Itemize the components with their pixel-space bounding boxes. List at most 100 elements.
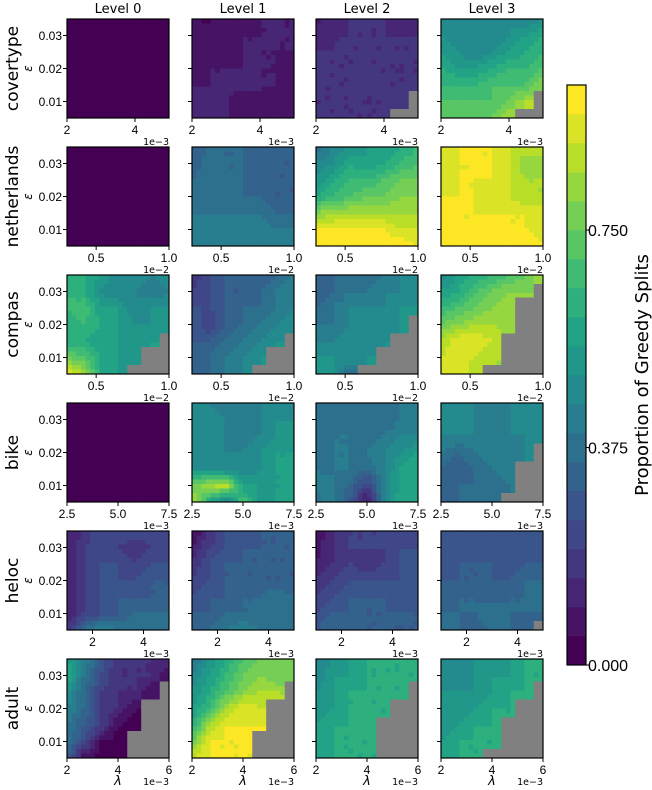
contour-cell — [441, 91, 446, 96]
contour-cell — [316, 210, 321, 215]
contour-cell — [99, 33, 104, 38]
contour-cell — [155, 91, 160, 96]
contour-cell — [344, 33, 349, 38]
contour-cell — [137, 343, 142, 348]
contour-cell — [321, 87, 326, 92]
contour-cell — [109, 307, 114, 312]
contour-cell — [441, 19, 446, 24]
contour-cell — [487, 174, 492, 179]
contour-cell — [81, 51, 86, 56]
contour-cell — [473, 237, 478, 242]
contour-cell — [160, 233, 165, 238]
contour-cell — [330, 233, 335, 238]
contour-cell — [487, 105, 492, 110]
contour-cell — [266, 210, 271, 215]
contour-cell — [201, 228, 206, 233]
contour-cell — [376, 69, 381, 74]
contour-cell — [335, 179, 340, 184]
contour-cell — [150, 338, 155, 343]
row-label: covertype — [3, 26, 23, 111]
contour-cell — [211, 289, 216, 294]
contour-cell — [266, 192, 271, 197]
contour-cell — [197, 28, 202, 33]
contour-cell — [76, 69, 81, 74]
contour-cell — [141, 28, 146, 33]
contour-cell — [285, 298, 290, 303]
contour-cell — [104, 188, 109, 193]
contour-cell — [330, 192, 335, 197]
contour-cell — [469, 206, 474, 211]
x-tick-label: 1.0 — [286, 251, 303, 265]
contour-cell — [501, 91, 506, 96]
contour-cell — [67, 78, 72, 83]
contour-cell — [372, 37, 377, 42]
contour-cell — [376, 87, 381, 92]
contour-cell — [386, 188, 391, 193]
contour-cell — [141, 188, 146, 193]
contour-cell — [497, 96, 502, 101]
contour-cell — [238, 161, 243, 166]
contour-cell — [127, 329, 132, 334]
contour-cell — [325, 275, 330, 280]
contour-cell — [123, 233, 128, 238]
contour-cell — [404, 64, 409, 69]
contour-cell — [123, 109, 128, 114]
contour-cell — [529, 69, 534, 74]
contour-cell — [358, 37, 363, 42]
contour-cell — [72, 316, 77, 321]
contour-cell — [95, 284, 100, 289]
contour-cell — [248, 37, 253, 42]
contour-cell — [386, 42, 391, 47]
contour-cell — [137, 152, 142, 157]
contour-cell — [344, 82, 349, 87]
contour-cell — [390, 224, 395, 229]
contour-cell — [127, 343, 132, 348]
contour-cell — [362, 233, 367, 238]
contour-cell — [280, 188, 285, 193]
contour-cell — [229, 170, 234, 175]
contour-cell — [252, 197, 257, 202]
contour-cell — [137, 275, 142, 280]
contour-cell — [215, 289, 220, 294]
contour-cell — [76, 105, 81, 110]
contour-cell — [95, 237, 100, 242]
contour-cell — [404, 188, 409, 193]
contour-cell — [353, 224, 358, 229]
contour-cell — [450, 233, 455, 238]
contour-cell — [386, 69, 391, 74]
contour-cell — [118, 183, 123, 188]
contour-cell — [243, 73, 248, 78]
contour-cell — [464, 201, 469, 206]
contour-cell — [529, 201, 534, 206]
contour-cell — [325, 46, 330, 51]
contour-cell — [252, 224, 257, 229]
contour-cell — [501, 78, 506, 83]
contour-cell — [95, 320, 100, 325]
contour-cell — [229, 289, 234, 294]
contour-cell — [520, 206, 525, 211]
contour-cell — [67, 233, 72, 238]
contour-cell — [132, 298, 137, 303]
contour-cell — [72, 161, 77, 166]
contour-cell — [511, 87, 516, 92]
contour-cell — [206, 302, 211, 307]
contour-cell — [95, 210, 100, 215]
contour-cell — [118, 24, 123, 29]
contour-cell — [344, 91, 349, 96]
contour-cell — [132, 64, 137, 69]
contour-cell — [95, 170, 100, 175]
contour-cell — [487, 82, 492, 87]
contour-cell — [501, 105, 506, 110]
contour-cell — [344, 96, 349, 101]
contour-cell — [330, 165, 335, 170]
contour-cell — [511, 28, 516, 33]
contour-cell — [211, 73, 216, 78]
contour-cell — [90, 233, 95, 238]
contour-cell — [316, 280, 321, 285]
contour-cell — [478, 46, 483, 51]
contour-cell — [534, 147, 539, 152]
contour-cell — [464, 82, 469, 87]
contour-cell — [381, 96, 386, 101]
contour-cell — [404, 174, 409, 179]
contour-cell — [529, 73, 534, 78]
